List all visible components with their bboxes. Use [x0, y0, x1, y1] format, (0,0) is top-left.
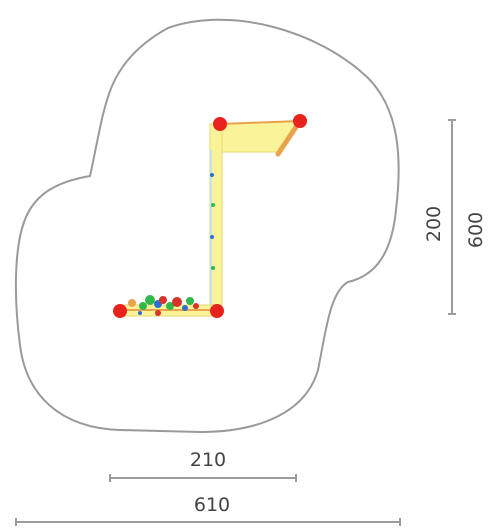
post-top-right: [293, 114, 307, 128]
width-large-label: 610: [194, 494, 230, 516]
height-small-label: 200: [423, 206, 445, 242]
width-small-label: 210: [190, 449, 226, 471]
horizontal-dimension-large: [15, 518, 401, 526]
post-bottom-right: [210, 304, 224, 318]
vertical-dimension: [448, 119, 456, 315]
safety-zone-outline: [14, 18, 400, 434]
post-top-left: [213, 117, 227, 131]
post-bottom-left: [113, 304, 127, 318]
height-large-label: 600: [465, 212, 487, 248]
wall-climbing-holds: [210, 173, 215, 270]
horizontal-dimension-small: [109, 474, 297, 482]
top-beam: [219, 120, 301, 125]
post-markers: [113, 114, 307, 318]
climbing-holds: [128, 295, 199, 316]
